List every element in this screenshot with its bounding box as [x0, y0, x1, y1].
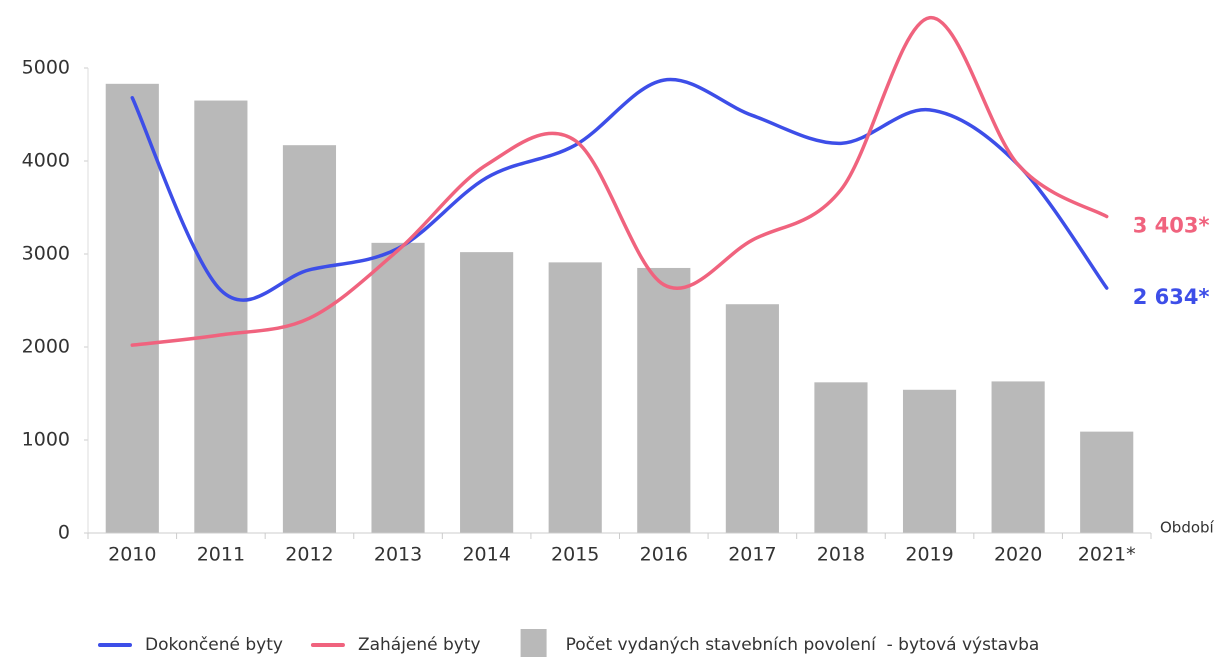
- bar: [194, 100, 248, 534]
- bar: [105, 83, 159, 533]
- y-tick-label: 2000: [22, 336, 70, 358]
- line: [130, 16, 1109, 347]
- bar: [902, 389, 957, 533]
- bar: [282, 145, 337, 533]
- x-tick-label: 2017: [728, 544, 776, 566]
- bar: [1080, 431, 1134, 533]
- bar: [814, 382, 868, 533]
- x-tick-label: 2014: [462, 544, 510, 566]
- x-tick-label: 2015: [551, 544, 599, 566]
- y-tick-label: 1000: [22, 429, 70, 451]
- x-tick-label: 2018: [817, 544, 865, 566]
- x-tick-label: 2016: [640, 544, 688, 566]
- value-label: 3 403*: [1133, 214, 1210, 238]
- legend-swatch: [520, 629, 547, 659]
- x-tick-label: 2013: [374, 544, 422, 566]
- value-label: 2 634*: [1133, 285, 1210, 309]
- x-axis-label: Období: [1160, 519, 1215, 537]
- bar: [637, 267, 691, 533]
- bar: [991, 381, 1045, 533]
- x-tick-label: 2010: [108, 544, 156, 566]
- y-tick-label: 4000: [22, 150, 70, 172]
- bar: [371, 242, 425, 533]
- y-tick-label: 3000: [22, 243, 70, 265]
- x-tick-label: 2021*: [1078, 544, 1136, 566]
- x-tick-label: 2011: [197, 544, 245, 566]
- y-tick-label: 5000: [22, 57, 70, 79]
- x-tick-label: 2019: [905, 544, 953, 566]
- bar: [460, 252, 514, 533]
- x-tick-label: 2020: [994, 544, 1042, 566]
- bar: [548, 262, 602, 533]
- bar: [725, 304, 779, 533]
- line: [130, 77, 1109, 302]
- legend-label: Dokončené byty: [145, 635, 283, 655]
- legend-label: Zahájené byty: [358, 635, 481, 655]
- legend-label: Počet vydaných stavebních povolení - byt…: [566, 635, 1040, 655]
- x-tick-label: 2012: [285, 544, 333, 566]
- y-tick-label: 0: [58, 522, 70, 544]
